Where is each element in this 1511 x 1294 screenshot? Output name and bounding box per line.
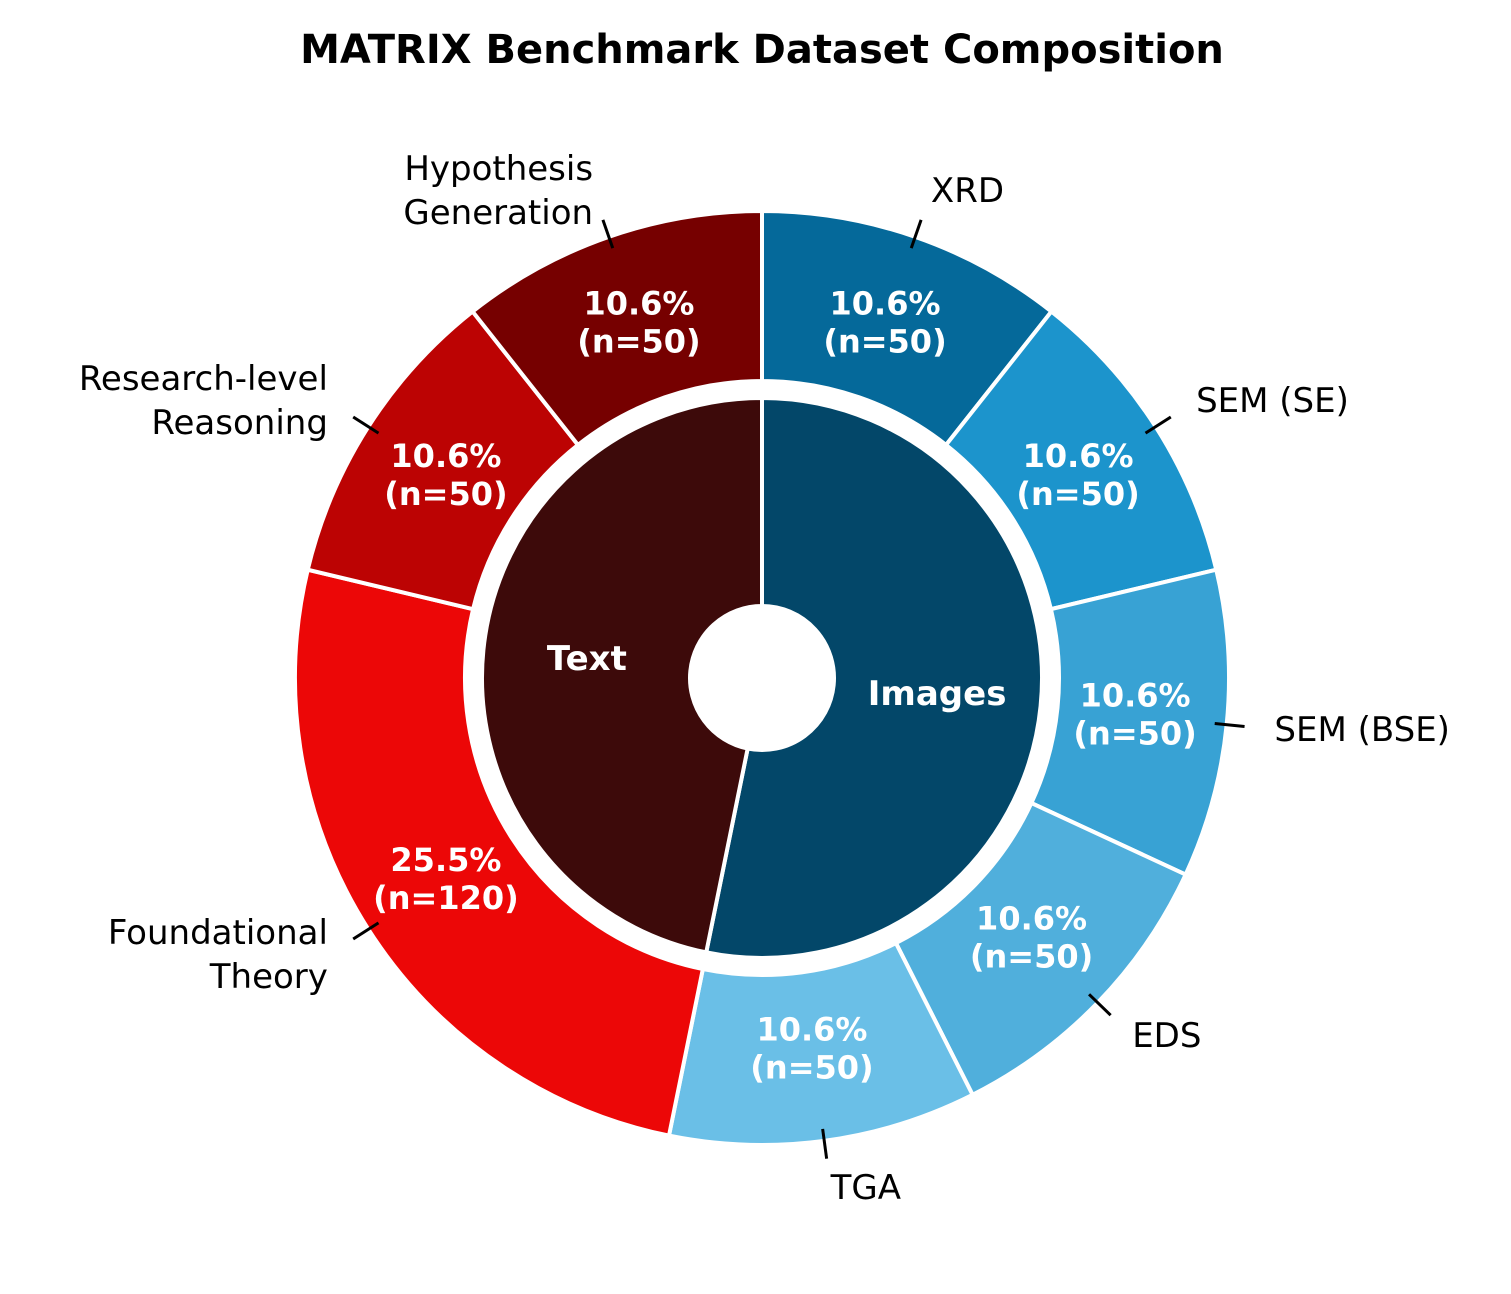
category-label: TGA [830, 1168, 902, 1209]
wedge [480, 395, 764, 955]
wedge [703, 395, 1045, 960]
chart-title: MATRIX Benchmark Dataset Composition [300, 27, 1224, 73]
leader-line [601, 219, 615, 249]
percent-label: 25.5% [390, 841, 501, 879]
leader-line [352, 921, 380, 941]
percent-label: 10.6% [390, 437, 501, 475]
value-label: (n=50) [384, 475, 507, 513]
leader-line [352, 415, 380, 435]
inner-label: Text [547, 639, 627, 679]
value-label: (n=50) [1073, 715, 1196, 753]
category-label: Hypothesis Generation [403, 149, 594, 234]
percent-label: 10.6% [756, 1011, 867, 1049]
percent-label: 10.6% [830, 285, 941, 323]
value-label: (n=50) [970, 938, 1093, 976]
category-label: SEM (BSE) [1274, 709, 1450, 750]
leader-line [1144, 415, 1172, 435]
leader-line [909, 219, 923, 249]
value-label: (n=120) [373, 879, 519, 917]
leader-line [1088, 993, 1112, 1017]
category-label: SEM (SE) [1196, 380, 1349, 421]
value-label: (n=50) [750, 1049, 873, 1087]
inner-label: Images [868, 674, 1007, 714]
leader-line [821, 1128, 829, 1159]
wedge [469, 208, 764, 448]
percent-label: 10.6% [1023, 437, 1134, 475]
value-label: (n=50) [823, 323, 946, 361]
value-label: (n=50) [1016, 475, 1139, 513]
category-label: Research-level Reasoning [78, 358, 328, 443]
category-label: EDS [1132, 1016, 1202, 1057]
wedge [293, 567, 706, 1138]
percent-label: 10.6% [976, 900, 1087, 938]
value-label: (n=50) [577, 323, 700, 361]
leader-line [1214, 722, 1245, 729]
percent-label: 10.6% [1080, 677, 1191, 715]
category-label: XRD [930, 171, 1005, 212]
category-label: Foundational Theory [107, 913, 328, 998]
percent-label: 10.6% [583, 285, 694, 323]
